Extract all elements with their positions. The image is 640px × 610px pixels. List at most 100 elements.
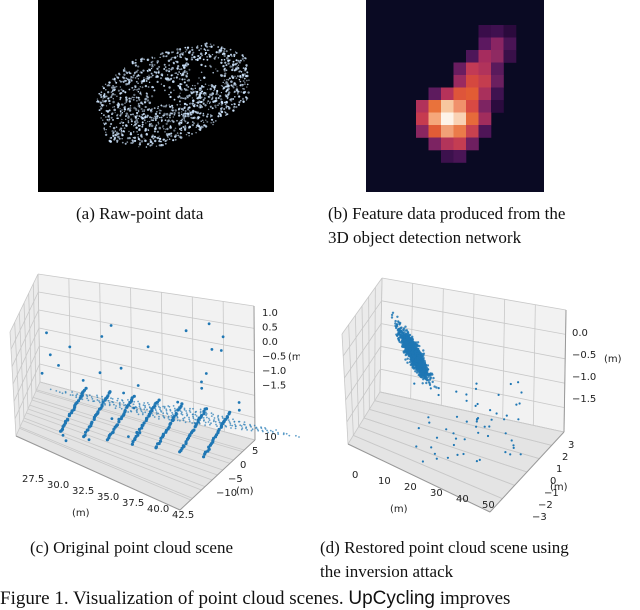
raw-point: [116, 114, 119, 117]
raw-point: [199, 52, 203, 56]
raw-point: [244, 68, 247, 71]
raw-point: [134, 61, 137, 64]
ground-point: [146, 415, 149, 417]
raw-point: [122, 121, 125, 124]
raw-point: [215, 55, 217, 57]
ground-point: [201, 414, 204, 417]
raw-point: [246, 86, 248, 88]
raw-point: [174, 57, 176, 59]
raw-point: [115, 126, 118, 128]
raw-point: [138, 146, 140, 148]
raw-point: [184, 105, 186, 108]
raw-point: [191, 97, 194, 99]
plot-d-grid: [341, 277, 567, 513]
raw-point: [201, 126, 204, 129]
raw-point: [180, 52, 183, 55]
ground-point: [174, 410, 177, 413]
raw-point: [132, 98, 135, 101]
ground-point: [171, 411, 174, 414]
ground-point: [133, 400, 136, 403]
grid-line: [35, 390, 243, 453]
ground-point: [212, 413, 215, 416]
ground-point: [255, 427, 257, 429]
raw-point: [218, 102, 221, 105]
restored-point: [429, 376, 433, 379]
ground-point: [138, 404, 141, 406]
raw-point: [154, 112, 158, 116]
raw-point: [148, 76, 151, 79]
raw-point: [132, 113, 134, 116]
scan-point: [108, 390, 112, 394]
raw-point: [142, 112, 145, 116]
raw-point: [149, 144, 151, 147]
raw-point: [104, 123, 106, 125]
ground-point: [285, 432, 288, 435]
raw-point: [167, 77, 169, 79]
raw-point: [174, 138, 177, 141]
raw-point: [133, 88, 136, 91]
raw-point: [188, 110, 191, 112]
raw-point: [135, 96, 138, 99]
raw-point: [156, 136, 160, 140]
restored-point: [423, 365, 427, 368]
raw-point: [206, 113, 209, 116]
ground-point: [262, 430, 264, 433]
grid-line: [471, 293, 475, 413]
raw-point: [181, 78, 184, 81]
ground-point: [209, 423, 211, 426]
raw-point: [151, 134, 155, 137]
stray-point: [475, 382, 478, 385]
restored-point: [411, 338, 414, 341]
raw-point: [137, 133, 139, 136]
raw-point: [162, 114, 165, 117]
raw-point: [210, 116, 212, 118]
raw-point: [161, 52, 164, 55]
raw-point: [140, 107, 143, 111]
raw-point: [225, 114, 227, 116]
heat-cell: [441, 100, 454, 113]
raw-point: [151, 63, 154, 66]
raw-point: [200, 104, 203, 107]
raw-point: [125, 96, 128, 99]
ground-point: [179, 419, 181, 422]
raw-point: [217, 51, 221, 54]
raw-point: [186, 121, 190, 124]
scan-point: [140, 426, 144, 430]
restored-point: [428, 383, 432, 387]
heat-cell: [416, 100, 429, 113]
scan-point: [76, 399, 81, 403]
y-tick-label: −10: [216, 488, 237, 499]
ground-point: [227, 419, 230, 421]
feature-heatmap-image: [366, 0, 544, 192]
raw-point: [246, 79, 248, 82]
ground-point: [162, 412, 165, 415]
raw-point: [215, 51, 218, 54]
ground-point: [96, 399, 99, 401]
raw-point: [198, 92, 201, 94]
raw-point: [222, 88, 224, 90]
raw-point: [220, 61, 223, 64]
raw-point: [243, 73, 247, 76]
ground-point: [212, 420, 215, 423]
raw-point: [117, 106, 119, 109]
raw-point: [242, 87, 244, 90]
ground-point: [176, 416, 179, 419]
raw-point: [227, 59, 230, 62]
raw-point: [108, 99, 111, 103]
raw-point: [214, 88, 216, 90]
raw-point: [115, 131, 119, 134]
ground-point: [206, 416, 208, 419]
raw-point: [240, 70, 243, 73]
raw-point: [224, 103, 227, 106]
raw-point: [223, 79, 226, 81]
ground-point: [232, 418, 234, 421]
stray-point: [517, 418, 520, 421]
heat-cell: [441, 125, 454, 138]
stray-point: [110, 417, 114, 420]
ground-point: [183, 408, 186, 411]
ground-point: [111, 398, 114, 400]
raw-point: [138, 75, 141, 77]
ground-point: [159, 408, 161, 411]
ground-point: [108, 404, 111, 407]
raw-point: [139, 141, 142, 144]
